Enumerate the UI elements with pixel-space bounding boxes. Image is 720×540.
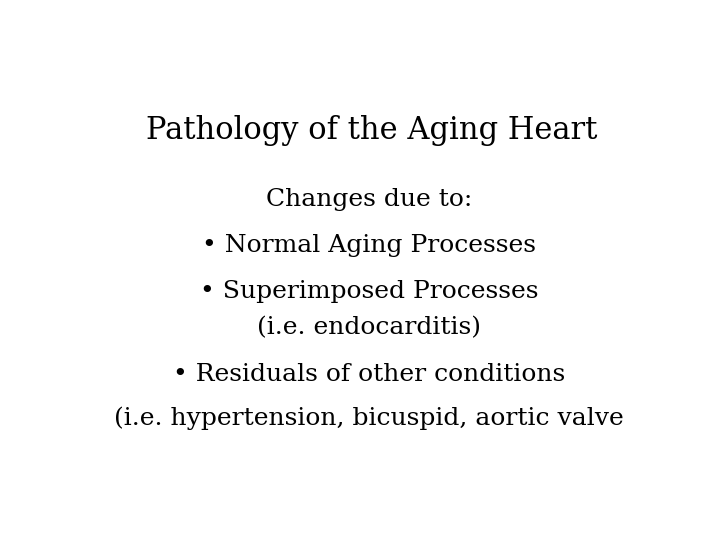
Text: • Normal Aging Processes: • Normal Aging Processes (202, 234, 536, 257)
Text: Changes due to:: Changes due to: (266, 188, 472, 212)
Text: Pathology of the Aging Heart: Pathology of the Aging Heart (145, 114, 597, 146)
Text: • Superimposed Processes: • Superimposed Processes (199, 280, 539, 303)
Text: (i.e. hypertension, bicuspid, aortic valve: (i.e. hypertension, bicuspid, aortic val… (114, 407, 624, 430)
Text: • Residuals of other conditions: • Residuals of other conditions (173, 363, 565, 386)
Text: (i.e. endocarditis): (i.e. endocarditis) (257, 316, 481, 339)
